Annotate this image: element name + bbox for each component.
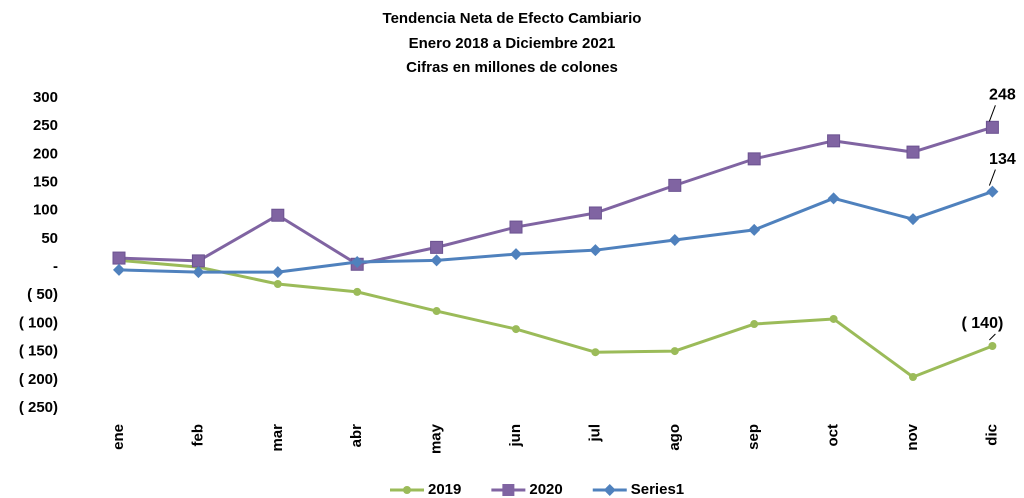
y-tick-label: ( 150) [19, 343, 58, 360]
point [432, 307, 441, 316]
legend-label: Series1 [631, 481, 684, 498]
x-tick-label: sep [745, 424, 762, 450]
point [829, 314, 838, 323]
x-tick-label: may [428, 423, 445, 454]
point [985, 120, 999, 134]
y-tick-label: ( 100) [19, 314, 58, 331]
point [909, 373, 917, 381]
point [986, 185, 999, 198]
point [668, 234, 681, 247]
y-tick-label: 50 [41, 230, 58, 247]
y-tick-label: ( 200) [19, 371, 58, 388]
y-tick-label: 200 [33, 145, 58, 162]
point [113, 263, 125, 276]
series-line [118, 258, 993, 379]
y-tick-label: ( 50) [27, 286, 58, 303]
x-tick-label: dic [983, 424, 1000, 446]
point [512, 325, 520, 334]
chart-title: Tendencia Neta de Efecto Cambiario [383, 10, 642, 27]
point [988, 342, 997, 350]
data-label: 248 [989, 87, 1016, 104]
series-line [118, 125, 993, 266]
chart-subtitle: Cifras en millones de colones [406, 59, 618, 76]
x-tick-label: mar [269, 424, 286, 452]
leader-line [988, 169, 996, 186]
x-tick-label: ene [110, 424, 127, 450]
point [430, 254, 443, 267]
point [509, 220, 523, 234]
point [827, 192, 840, 205]
point [353, 287, 362, 296]
x-tick-label: jul [586, 424, 603, 443]
point [748, 223, 761, 236]
x-tick-label: oct [825, 424, 842, 447]
point [271, 208, 285, 222]
point [907, 213, 919, 226]
point [591, 348, 600, 357]
point [192, 266, 205, 279]
point [747, 152, 761, 166]
leader-line [989, 333, 996, 341]
x-tick-label: jun [507, 424, 524, 448]
x-tick-label: abr [348, 424, 365, 448]
leader-line [988, 105, 996, 122]
y-tick-label: - [53, 258, 58, 275]
data-label: 134 [989, 151, 1016, 168]
point [112, 251, 126, 265]
y-tick-label: 150 [33, 174, 58, 191]
point [668, 178, 682, 192]
point [273, 280, 282, 288]
point [906, 145, 920, 159]
y-tick-label: 300 [33, 89, 58, 106]
legend-marker [603, 484, 616, 496]
point [351, 256, 364, 269]
data-label: ( 140) [962, 315, 1004, 332]
point [589, 244, 602, 257]
x-tick-label: ago [666, 424, 683, 451]
legend-marker [403, 486, 411, 494]
x-tick-label: nov [904, 423, 921, 450]
point [510, 248, 522, 261]
point [430, 240, 444, 254]
chart-subtitle: Enero 2018 a Diciembre 2021 [409, 35, 616, 52]
legend-marker [502, 484, 515, 496]
point [588, 206, 602, 220]
point [191, 254, 205, 268]
x-tick-label: feb [189, 424, 206, 447]
point [750, 320, 759, 329]
legend-label: 2020 [529, 481, 562, 498]
y-tick-label: 250 [33, 117, 58, 134]
series-line [118, 190, 993, 274]
point [827, 134, 841, 148]
legend-label: 2019 [428, 481, 461, 498]
y-tick-label: 100 [33, 202, 58, 219]
point [271, 266, 284, 279]
point [670, 347, 679, 356]
y-tick-label: ( 250) [19, 399, 58, 416]
